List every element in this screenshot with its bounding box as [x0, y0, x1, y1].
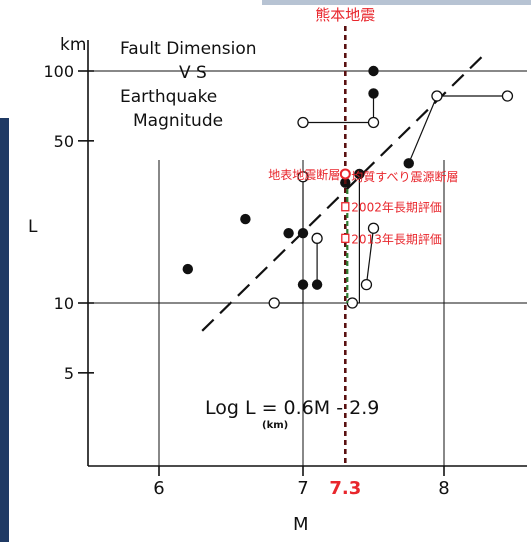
regression-equation: Log L = 0.6M - 2.9 — [205, 397, 379, 419]
y-unit-label: km — [60, 35, 86, 55]
chart-title-vs: V S — [179, 63, 207, 83]
open-point — [297, 171, 309, 183]
x-tick-label-6: 6 — [153, 478, 164, 499]
y-tick-label-100: 100 — [43, 62, 74, 81]
open-point — [360, 278, 373, 291]
filled-point — [368, 65, 379, 77]
eval-2002-marker — [341, 202, 350, 212]
y-tick-label-5: 5 — [64, 364, 74, 383]
left-decor-panel — [0, 118, 9, 542]
open-point — [367, 222, 380, 234]
kumamoto-annotations: 熊本地震 7.3 地表地震断層 均質すべり震源断層 2002年長期評価 2013年長期評価 — [268, 6, 458, 499]
x-axis-title: M — [293, 514, 309, 535]
open-point — [268, 297, 280, 309]
connector-line — [408, 95, 438, 164]
filled-point — [403, 158, 414, 169]
y-tick-label-10: 10 — [54, 294, 74, 313]
kumamoto-title: 熊本地震 — [315, 6, 375, 24]
chart-title-line3: Earthquake — [120, 87, 217, 107]
filled-point — [182, 263, 193, 275]
filled-point — [297, 227, 309, 239]
data-points — [182, 65, 514, 309]
x-tick-label-7: 7 — [297, 478, 308, 499]
y-tick-label-50: 50 — [54, 132, 74, 151]
equation-unit: (km) — [262, 420, 288, 431]
open-point — [431, 90, 443, 102]
uniform-slip-label: 均質すべり震源断層 — [351, 169, 458, 184]
connector-line — [365, 228, 375, 285]
top-decor-strip — [262, 0, 531, 5]
open-point — [367, 116, 380, 129]
chart-title-line4: Magnitude — [133, 111, 223, 131]
eval-2002-label: 2002年長期評価 — [351, 200, 442, 215]
filled-point — [283, 227, 294, 239]
connectors — [274, 93, 508, 304]
filled-point — [311, 279, 323, 290]
surface-fault-label: 地表地震断層 — [268, 167, 340, 182]
eval-2013-label: 2013年長期評価 — [351, 231, 442, 246]
open-point — [297, 116, 309, 129]
open-point — [501, 90, 514, 102]
filled-point — [240, 213, 251, 225]
y-axis-title: L — [28, 217, 38, 237]
chart-title-line1: Fault Dimension — [120, 39, 257, 59]
kumamoto-magnitude-label: 7.3 — [329, 478, 361, 499]
eval-2013-marker — [341, 233, 350, 243]
filled-point — [354, 168, 365, 180]
surface-fault-marker — [339, 168, 351, 180]
open-point — [346, 297, 359, 309]
filled-point — [368, 88, 379, 99]
filled-point — [297, 279, 309, 290]
axes: 100 50 10 5 6 7 8 — [43, 40, 527, 499]
x-tick-label-8: 8 — [438, 478, 449, 499]
open-point — [311, 232, 323, 244]
